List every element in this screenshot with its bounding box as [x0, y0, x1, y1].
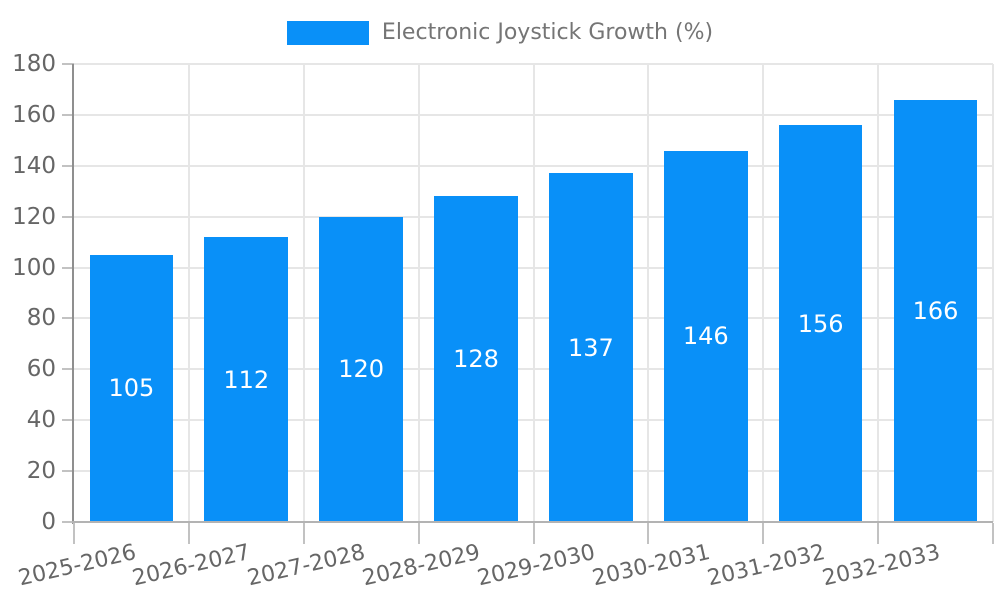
- y-tick-label: 40: [26, 407, 56, 434]
- gridline-x: [417, 64, 420, 522]
- x-tick-label-text: 2029-2030: [475, 540, 598, 592]
- bar-value-label: 128: [453, 345, 499, 374]
- y-tick-mark: [62, 521, 74, 523]
- bar-2029-2030: [549, 173, 633, 522]
- gridline-x: [992, 64, 994, 522]
- y-tick-label: 140: [12, 152, 56, 179]
- bar-2032-2033: [893, 99, 978, 522]
- y-tick-mark: [62, 63, 74, 65]
- y-tick-mark: [62, 368, 74, 371]
- bar-value-label: 120: [338, 355, 385, 384]
- y-tick-label: 120: [12, 203, 56, 230]
- bar-2025-2026: [89, 254, 174, 522]
- y-tick-label: 60: [26, 356, 56, 383]
- bar-2026-2027: [204, 237, 289, 522]
- gridline-x: [762, 64, 765, 522]
- y-tick-label: 80: [26, 305, 56, 332]
- x-tick-mark: [417, 523, 420, 544]
- y-tick-mark: [62, 266, 74, 269]
- gridline-x: [302, 64, 305, 522]
- x-tick-label-text: 2032-2033: [819, 540, 943, 592]
- y-tick-mark: [62, 164, 74, 167]
- x-tick-label-text: 2027-2028: [245, 540, 368, 592]
- x-tick-mark: [992, 523, 994, 544]
- x-tick-mark: [187, 523, 190, 544]
- y-tick-label: 180: [12, 51, 56, 77]
- y-tick-label: 20: [26, 458, 56, 485]
- y-tick-mark: [62, 470, 74, 473]
- bar-value-label: 156: [797, 309, 844, 338]
- x-tick-mark: [647, 523, 650, 544]
- gridline-x: [532, 64, 535, 522]
- y-tick-mark: [62, 215, 74, 218]
- y-tick-label: 160: [12, 101, 56, 128]
- legend: Electronic Joystick Growth (%): [0, 20, 1000, 46]
- y-tick-mark: [62, 317, 74, 320]
- bar-value-label: 137: [568, 333, 614, 362]
- y-tick-mark: [62, 419, 74, 422]
- gridline-x: [647, 64, 650, 522]
- bar-value-label: 105: [108, 374, 155, 403]
- bar-value-label: 146: [682, 322, 729, 351]
- gridline-x: [877, 64, 880, 522]
- x-axis-line: [72, 521, 993, 523]
- y-tick-label: 0: [41, 509, 56, 535]
- legend-swatch: [286, 21, 369, 45]
- bar-value-label: 166: [912, 296, 959, 325]
- x-tick-mark: [73, 523, 75, 544]
- y-tick-label: 100: [12, 254, 56, 281]
- bar-2030-2031: [663, 150, 748, 522]
- x-tick-label-text: 2025-2026: [15, 540, 139, 592]
- legend-label: Electronic Joystick Growth (%): [381, 20, 714, 45]
- x-tick-mark: [877, 523, 880, 544]
- bar-value-label: 112: [223, 365, 270, 394]
- bar-2027-2028: [319, 216, 403, 522]
- x-tick-mark: [762, 523, 765, 544]
- x-tick-mark: [532, 523, 535, 544]
- x-tick-label-text: 2026-2027: [130, 540, 253, 592]
- gridline-x: [187, 64, 190, 522]
- bar-2031-2032: [778, 125, 863, 522]
- x-tick-label-text: 2031-2032: [704, 540, 828, 592]
- x-tick-mark: [302, 523, 305, 544]
- x-tick-label-text: 2028-2029: [360, 540, 483, 592]
- bar-2028-2029: [434, 196, 518, 522]
- y-tick-mark: [62, 113, 74, 116]
- y-axis-line: [72, 64, 74, 524]
- x-tick-label-text: 2030-2031: [589, 540, 713, 592]
